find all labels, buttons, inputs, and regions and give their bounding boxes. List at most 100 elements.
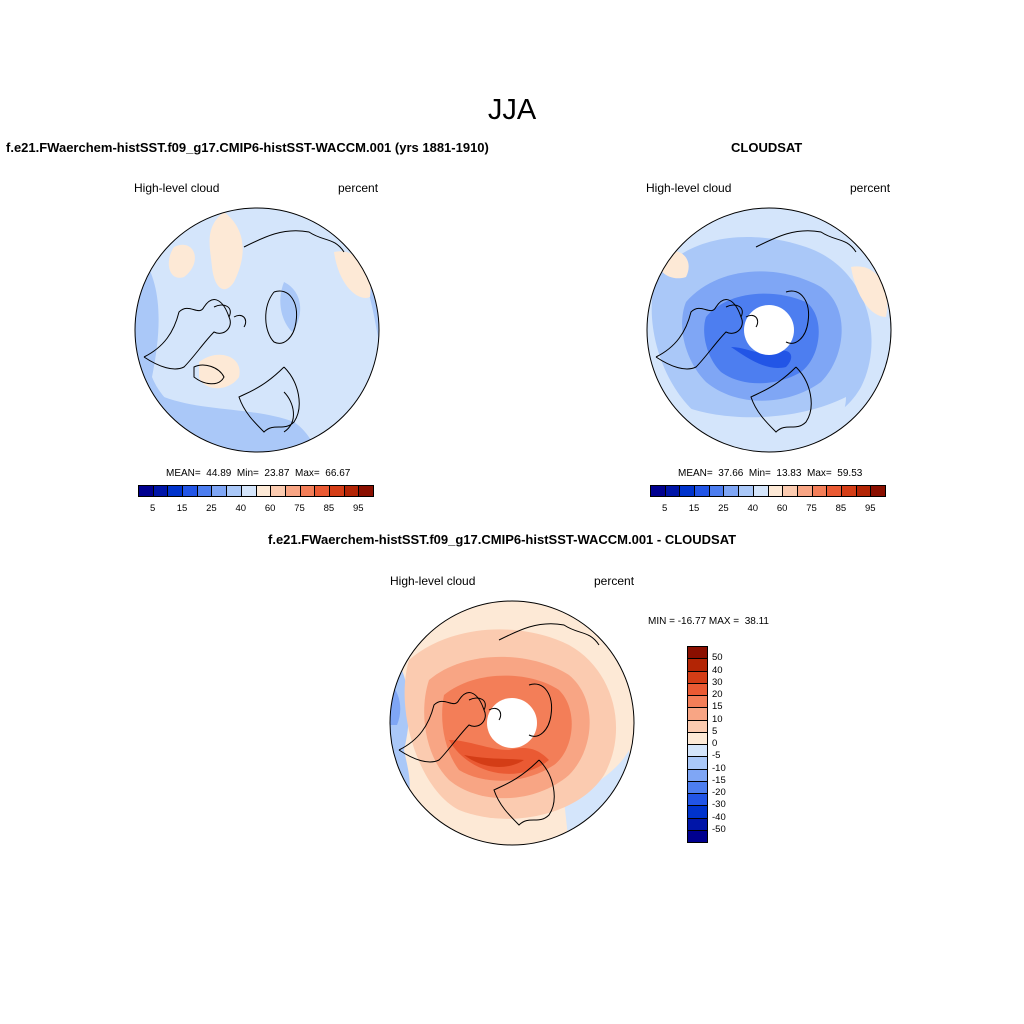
- diff-colorbar-tick-label: -5: [712, 750, 721, 762]
- obs-polar-map: [646, 207, 892, 453]
- diff-colorbar-tick-label: -40: [712, 811, 726, 823]
- diff-colorbar-tick-label: -15: [712, 774, 726, 786]
- obs-coast-eurasia: [750, 366, 812, 433]
- obs-colorbar-box: [679, 485, 696, 497]
- model-colorbar-box: [167, 485, 184, 497]
- obs-colorbar-box: [782, 485, 798, 497]
- diff-colorbar-box: [687, 756, 708, 770]
- model-colorbar-box: [138, 485, 154, 497]
- obs-mean-label: MEAN=: [678, 468, 713, 479]
- obs-stats-line: MEAN= 37.66 Min= 13.83 Max= 59.53: [678, 468, 862, 479]
- diff-coast-arctic-islands: [468, 697, 502, 721]
- obs-colorbar-tick-label: 85: [835, 503, 847, 514]
- diff-colorbar-tick-label: 30: [712, 676, 723, 688]
- model-mean-label: MEAN=: [166, 468, 201, 479]
- obs-colorbar-box: [767, 485, 784, 497]
- model-colorbar-box: [358, 485, 374, 497]
- model-colorbar-tick-label: 75: [294, 503, 305, 514]
- model-colorbar-tick-label: 60: [264, 503, 276, 514]
- model-colorbar-box: [240, 485, 257, 497]
- model-mean-value: 44.89: [206, 468, 232, 479]
- diff-colorbar-tick-label: 10: [712, 713, 723, 725]
- model-colorbar-box: [226, 485, 242, 497]
- diff-minmax: MIN = -16.77 MAX = 38.11: [648, 616, 769, 627]
- model-colorbar-box: [328, 485, 345, 497]
- model-polar-map: [134, 207, 380, 453]
- obs-min-value: 13.83: [776, 468, 802, 479]
- diff-colorbar-tick-label: 20: [712, 689, 723, 700]
- model-coast-arctic-islands: [213, 304, 247, 328]
- model-colorbar-tick-label: 85: [323, 503, 335, 514]
- diff-colorbar-tick-label: -30: [712, 799, 726, 811]
- model-colorbar-box: [255, 485, 272, 497]
- diff-colorbar-box: [687, 817, 708, 831]
- diff-colorbar-tick-label: 40: [712, 664, 723, 676]
- model-colorbar-box: [314, 485, 330, 497]
- model-min-value: 23.87: [264, 468, 290, 479]
- diff-polar-map: [389, 600, 635, 846]
- obs-max-label: Max=: [807, 468, 832, 479]
- model-units-label: percent: [338, 181, 379, 195]
- model-colorbar-box: [299, 485, 316, 497]
- model-coast-siberia: [243, 230, 345, 253]
- diff-coast-siberia: [498, 623, 600, 646]
- obs-colorbar: [650, 485, 886, 497]
- obs-colorbar-box: [752, 485, 769, 497]
- obs-field-east-peach: [851, 266, 888, 317]
- diff-colorbar-tick-label: 5: [712, 725, 718, 737]
- diff-colorbar-tick-label: -10: [712, 762, 726, 774]
- diff-colorbar-tick-label: 50: [712, 652, 723, 664]
- diff-colorbar-box: [687, 768, 708, 782]
- model-stats-line: MEAN= 44.89 Min= 23.87 Max= 66.67: [166, 468, 350, 479]
- diff-colorbar: [687, 646, 708, 843]
- diff-colorbar-box: [687, 695, 708, 709]
- obs-colorbar-box: [650, 485, 666, 497]
- obs-field-south-pale: [686, 397, 846, 452]
- obs-coast-siberia: [755, 230, 857, 253]
- model-coast-eurasia: [238, 366, 300, 433]
- model-variable-label: High-level cloud: [134, 181, 220, 195]
- model-coast-scandinavia: [283, 391, 294, 433]
- figure-title: JJA: [487, 94, 537, 126]
- model-field-nw-peach: [168, 244, 195, 278]
- obs-coast-greenland: [785, 290, 810, 344]
- obs-mean-value: 37.66: [718, 468, 744, 479]
- obs-variable-label: High-level cloud: [646, 181, 732, 195]
- model-colorbar-tick-label: 95: [353, 503, 364, 514]
- obs-polar-hole: [744, 305, 794, 355]
- model-coast-greenland: [265, 290, 298, 344]
- model-min-label: Min=: [236, 468, 259, 479]
- obs-colorbar-box: [796, 485, 813, 497]
- model-colorbar-labels: 5 15 25 40 60 75 85 95: [138, 503, 373, 515]
- model-panel-title: f.e21.FWaerchem-histSST.f09_g17.CMIP6-hi…: [6, 140, 489, 155]
- obs-colorbar-tick-label: 60: [776, 503, 788, 514]
- obs-colorbar-box: [694, 485, 710, 497]
- model-colorbar-box: [270, 485, 286, 497]
- obs-min-label: Min=: [748, 468, 771, 479]
- diff-field-dark-red-core: [464, 755, 524, 767]
- model-colorbar-box: [182, 485, 198, 497]
- diff-variable-label: High-level cloud: [390, 574, 476, 588]
- diff-colorbar-box: [687, 682, 708, 696]
- diff-colorbar-box: [687, 658, 708, 672]
- diff-colorbar-box: [687, 829, 708, 843]
- model-max-label: Max=: [295, 468, 320, 479]
- model-colorbar-box: [152, 485, 169, 497]
- model-colorbar: [138, 485, 374, 497]
- diff-colorbar-labels: 50 40 30 20 15 10 5 0 -5 -10 -15 -20 -30 -40 -50: [712, 646, 752, 842]
- obs-colorbar-tick-label: 95: [865, 503, 876, 514]
- model-colorbar-tick-label: 15: [176, 503, 188, 514]
- model-max-value: 66.67: [325, 468, 351, 479]
- model-colorbar-tick-label: 40: [235, 503, 247, 514]
- obs-colorbar-box: [723, 485, 740, 497]
- obs-max-value: 59.53: [837, 468, 863, 479]
- diff-colorbar-box: [687, 805, 708, 819]
- obs-colorbar-box: [708, 485, 725, 497]
- diff-units-label: percent: [594, 574, 635, 588]
- diff-colorbar-box: [687, 793, 708, 807]
- model-colorbar-box: [343, 485, 360, 497]
- obs-colorbar-box: [811, 485, 828, 497]
- model-colorbar-box: [196, 485, 213, 497]
- obs-panel-title: CLOUDSAT: [731, 140, 803, 155]
- obs-colorbar-box: [738, 485, 754, 497]
